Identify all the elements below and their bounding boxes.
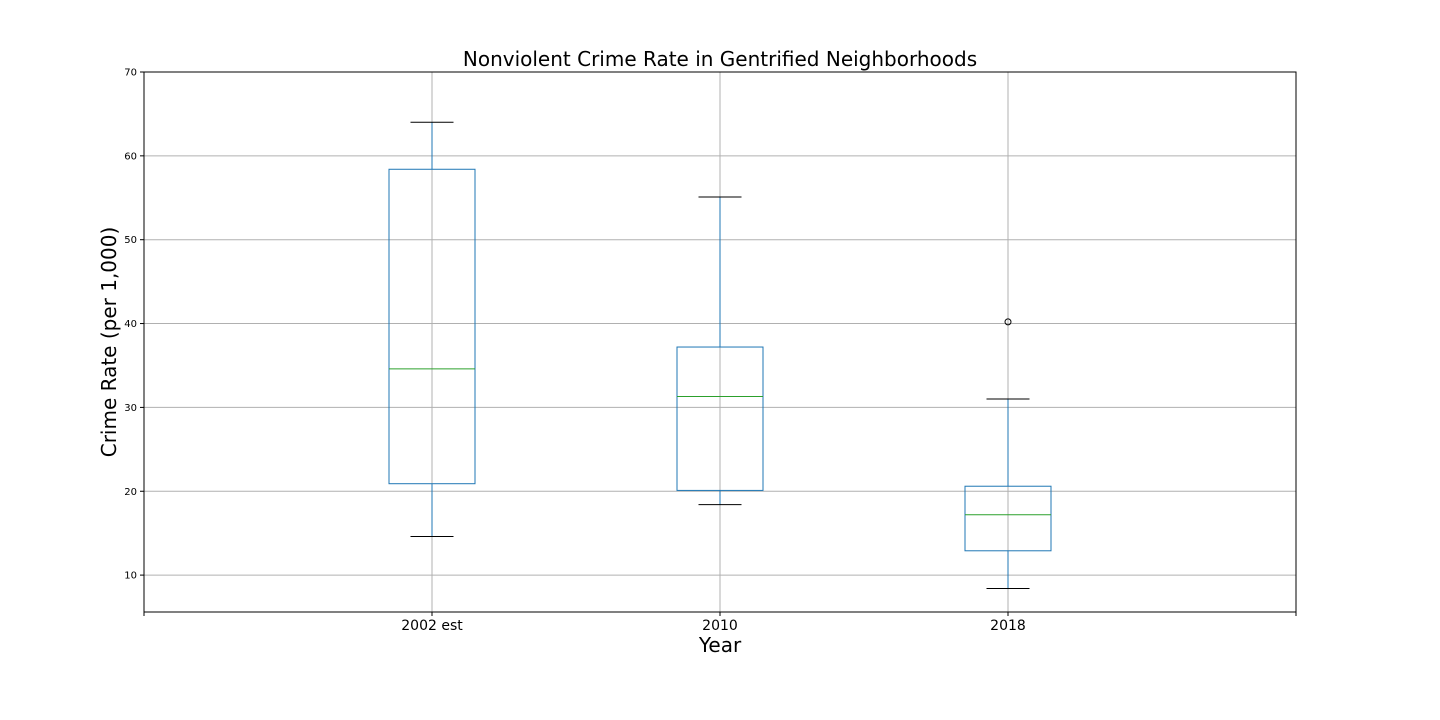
outlier-point <box>1004 318 1012 326</box>
box-2 <box>676 196 764 506</box>
x-tick-label: 2018 <box>990 618 1026 634</box>
box-iqr <box>388 168 476 485</box>
boxes <box>388 121 1052 590</box>
y-tick-label: 10 <box>124 571 137 582</box>
chart-title: Nonviolent Crime Rate in Gentrified Neig… <box>463 47 977 71</box>
y-tick-label: 60 <box>124 151 137 162</box>
y-tick-label: 50 <box>124 235 137 246</box>
x-tick-label: 2002 est <box>401 618 463 634</box>
y-tick-label: 40 <box>124 319 137 330</box>
y-tick-label: 30 <box>124 403 137 414</box>
box-iqr <box>964 485 1052 552</box>
y-tick-label: 20 <box>124 487 137 498</box>
box-1 <box>388 121 476 538</box>
y-tick-label: 70 <box>124 68 137 79</box>
box-3 <box>964 318 1052 590</box>
x-tick-label: 2010 <box>702 618 738 634</box>
y-axis-label: Crime Rate (per 1,000) <box>97 227 121 458</box>
x-axis-label: Year <box>698 633 742 657</box>
axis-ticks: 10 20 30 40 50 60 70 2002 est 2010 2018 <box>124 68 1297 634</box>
box-iqr <box>676 346 764 491</box>
